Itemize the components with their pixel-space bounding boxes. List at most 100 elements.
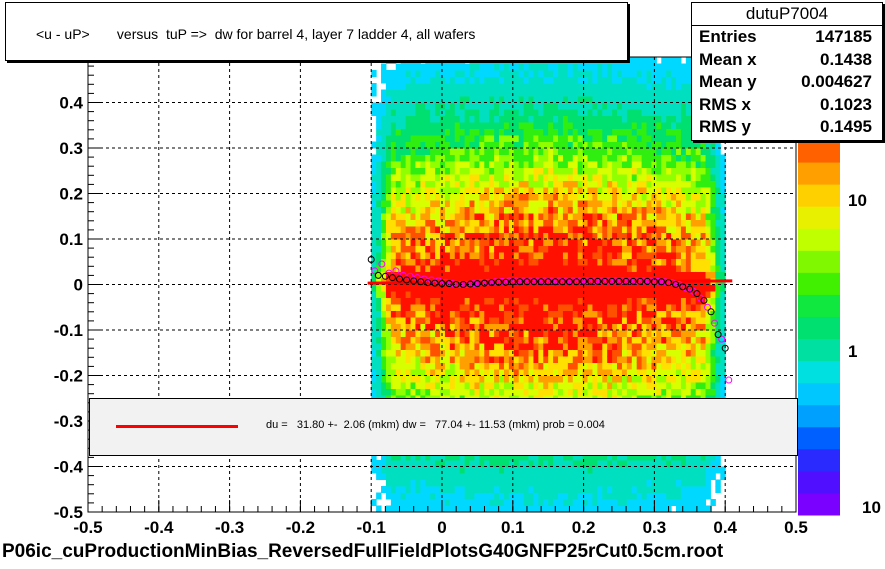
heatmap-cell [695,154,702,162]
heatmap-cell [597,375,603,383]
heatmap-cell [715,486,721,493]
heatmap-cell [371,252,377,259]
heatmap-cell [410,362,416,370]
heatmap-cell [390,369,397,376]
heatmap-cell [680,245,687,253]
heatmap-cell [567,258,574,266]
heatmap-cell [400,187,407,194]
heatmap-cell [533,135,539,142]
heatmap-cell [410,135,416,142]
heatmap-cell [656,479,662,487]
heatmap-cell [499,102,505,110]
heatmap-cell [376,323,382,331]
heatmap-cell [543,154,549,162]
heatmap-cell [612,310,618,318]
heatmap-cell [400,70,407,77]
heatmap-cell [444,128,451,136]
heatmap-cell [680,343,687,350]
heatmap-cell [503,330,510,337]
heatmap-cell [503,76,510,84]
heatmap-cell [553,486,559,493]
heatmap-cell [381,180,387,188]
heatmap-cell [715,297,721,305]
heatmap-cell [459,310,466,318]
heatmap-cell [602,323,608,331]
heatmap-cell [656,232,662,240]
heatmap-cell [543,83,549,90]
heatmap-cell [420,297,426,305]
heatmap-cell [562,122,569,129]
heatmap-cell [617,128,623,136]
heatmap-cell [464,356,471,363]
heatmap-cell [562,219,569,227]
heatmap-cell [572,499,579,506]
heatmap-cell [705,356,711,363]
heatmap-cell [567,154,574,162]
heatmap-cell [390,109,397,116]
heatmap-cell [617,479,623,487]
heatmap-cell [435,174,441,181]
heatmap-cell [533,128,539,136]
heatmap-cell [641,128,648,136]
heatmap-cell [479,271,485,279]
heatmap-cell [474,245,480,253]
heatmap-cell [508,343,515,350]
heatmap-cell [454,479,461,487]
heatmap-cell [558,96,564,103]
heatmap-cell [636,362,643,370]
heatmap-cell [646,63,652,71]
heatmap-cell [582,96,589,103]
heatmap-cell [528,349,534,357]
heatmap-cell [671,206,677,214]
heatmap-cell [494,265,500,272]
heatmap-cell [479,297,485,305]
heatmap-cell [523,167,530,175]
heatmap-cell [390,479,397,487]
heatmap-cell [508,323,515,331]
heatmap-cell [617,187,623,194]
heatmap-cell [523,375,530,383]
heatmap-cell [484,167,490,175]
heatmap-cell [410,141,416,149]
heatmap-cell [459,252,466,259]
heatmap-cell [489,304,495,311]
heatmap-cell [410,473,416,480]
heatmap-cell [543,141,549,149]
heatmap-cell [602,252,608,259]
heatmap-cell [676,122,682,129]
heatmap-cell [582,206,589,214]
heatmap-cell [572,291,579,298]
heatmap-cell [602,356,608,363]
heatmap-cell [405,154,412,162]
heatmap-cell [661,206,667,214]
heatmap-cell [720,187,726,194]
heatmap-cell [381,460,387,467]
heatmap-cell [376,258,382,266]
heatmap-cell [425,310,431,318]
heatmap-cell [685,128,692,136]
heatmap-cell [685,265,692,272]
heatmap-cell [503,460,510,467]
heatmap-cell [513,206,520,214]
heatmap-cell [621,330,628,337]
heatmap-cell [474,375,480,383]
heatmap-cell [454,83,461,90]
heatmap-cell [612,193,618,201]
heatmap-cell [494,349,500,357]
heatmap-cell [435,167,441,175]
heatmap-cell [440,330,446,337]
heatmap-cell [607,193,613,201]
heatmap-cell [562,83,569,90]
heatmap-cell [661,219,667,227]
heatmap-cell [567,466,574,474]
heatmap-cell [636,284,643,292]
heatmap-cell [415,200,421,207]
heatmap-cell [631,330,638,337]
heatmap-cell [685,148,692,155]
heatmap-cell [420,200,426,207]
heatmap-cell [425,239,431,246]
heatmap-cell [489,187,495,194]
heatmap-cell [371,102,377,110]
heatmap-cell [449,174,456,181]
heatmap-cell [651,57,657,64]
